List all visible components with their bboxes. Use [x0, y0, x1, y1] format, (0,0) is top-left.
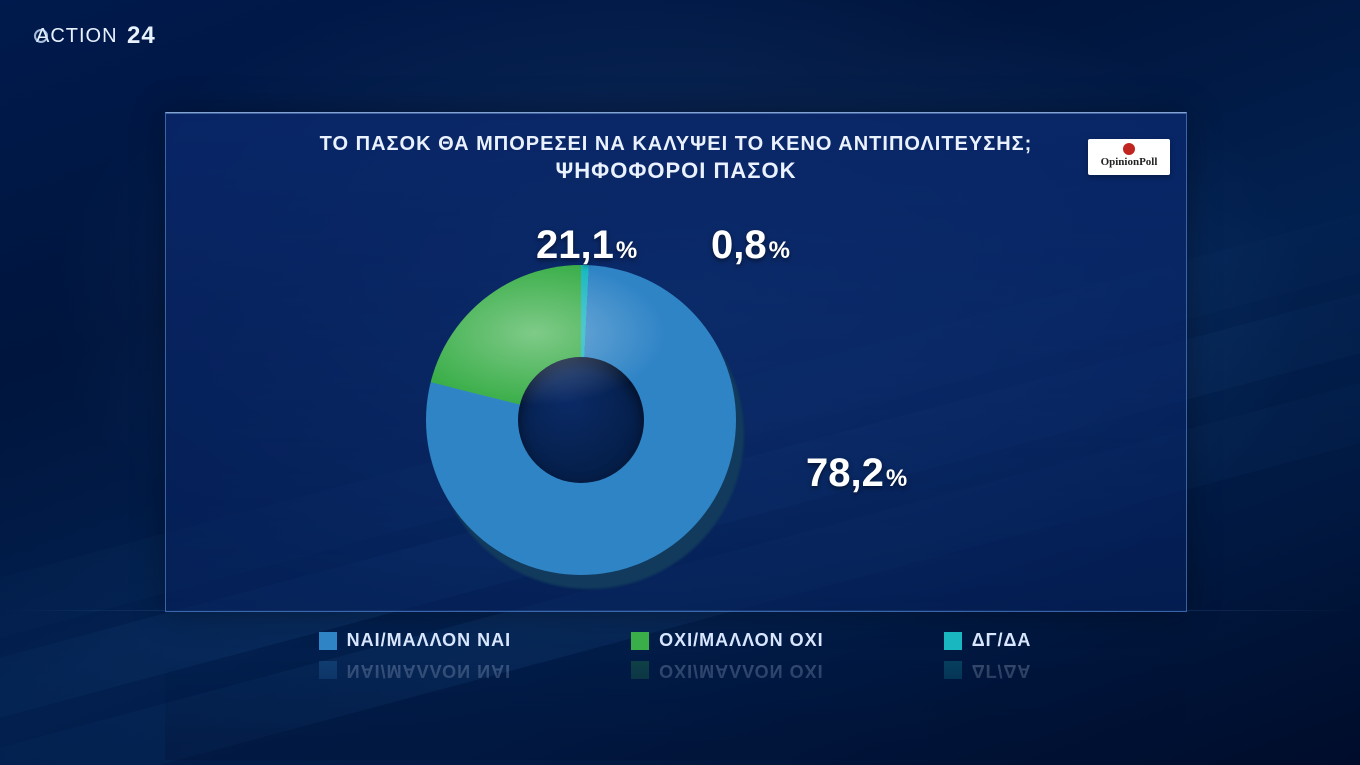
poll-source-label: OpinionPoll	[1088, 157, 1170, 168]
donut-top	[426, 265, 736, 575]
legend: ΝΑΙ/ΜΑΛΛΟΝ ΝΑΙ ΟΧΙ/ΜΑΛΛΟΝ ΟΧΙ ΔΓ/ΔΑ	[165, 630, 1185, 651]
donut-wrap	[426, 265, 756, 595]
value-label-yes: 78,2%	[806, 451, 907, 496]
legend-label-dkna: ΔΓ/ΔΑ	[972, 630, 1032, 651]
legend-swatch-yes	[319, 632, 337, 650]
panel-title: ΤΟ ΠΑΣΟΚ ΘΑ ΜΠΟΡΕΣΕΙ ΝΑ ΚΑΛΥΨΕΙ ΤΟ ΚΕΝΟ …	[166, 133, 1186, 184]
channel-number: 24	[127, 22, 156, 50]
stage: ACTION 24 ΤΟ ΠΑΣΟΚ ΘΑ ΜΠΟΡΕΣΕΙ ΝΑ ΚΑΛΥΨΕ…	[0, 0, 1360, 765]
pct-symbol: %	[886, 465, 907, 492]
chart-panel: ΤΟ ΠΑΣΟΚ ΘΑ ΜΠΟΡΕΣΕΙ ΝΑ ΚΑΛΥΨΕΙ ΤΟ ΚΕΝΟ …	[165, 112, 1187, 612]
pct-symbol: %	[769, 237, 790, 264]
legend-swatch-no	[631, 632, 649, 650]
poll-dot-icon	[1123, 143, 1135, 155]
legend-reflection: ΝΑΙ/ΜΑΛΛΟΝ ΝΑΙ ΟΧΙ/ΜΑΛΛΟΝ ΟΧΙ ΔΓ/ΔΑ	[165, 660, 1185, 760]
legend-item-dkna: ΔΓ/ΔΑ	[944, 630, 1032, 651]
value-label-dkna: 0,8%	[711, 223, 790, 268]
title-line-2: ΨΗΦΟΦΟΡΟΙ ΠΑΣΟΚ	[166, 158, 1186, 184]
channel-logo: ACTION 24	[36, 22, 156, 50]
legend-label-no: ΟΧΙ/ΜΑΛΛΟΝ ΟΧΙ	[659, 630, 824, 651]
legend-item-yes: ΝΑΙ/ΜΑΛΛΟΝ ΝΑΙ	[319, 630, 512, 651]
legend-swatch-dkna	[944, 632, 962, 650]
channel-brand: ACTION	[36, 25, 118, 47]
poll-source-badge: OpinionPoll	[1088, 139, 1170, 175]
legend-label-yes: ΝΑΙ/ΜΑΛΛΟΝ ΝΑΙ	[347, 630, 512, 651]
value-no: 21,1	[536, 223, 614, 267]
value-dkna: 0,8	[711, 223, 767, 267]
donut-hole	[518, 357, 644, 483]
pct-symbol: %	[616, 237, 637, 264]
legend-item-no: ΟΧΙ/ΜΑΛΛΟΝ ΟΧΙ	[631, 630, 824, 651]
title-line-1: ΤΟ ΠΑΣΟΚ ΘΑ ΜΠΟΡΕΣΕΙ ΝΑ ΚΑΛΥΨΕΙ ΤΟ ΚΕΝΟ …	[166, 133, 1186, 156]
value-yes: 78,2	[806, 451, 884, 495]
value-label-no: 21,1%	[536, 223, 637, 268]
